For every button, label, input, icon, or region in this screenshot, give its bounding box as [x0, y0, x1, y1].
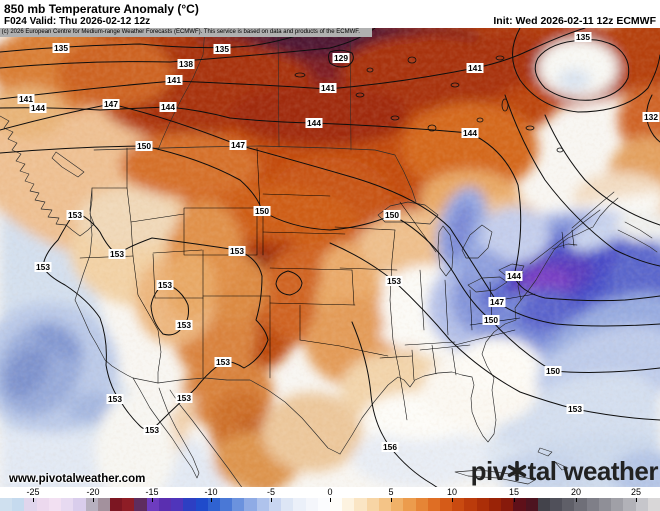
- svg-text:150: 150: [255, 206, 269, 216]
- svg-text:150: 150: [137, 141, 151, 151]
- svg-text:141: 141: [19, 94, 33, 104]
- svg-text:153: 153: [177, 320, 191, 330]
- svg-text:153: 153: [145, 425, 159, 435]
- svg-text:153: 153: [108, 394, 122, 404]
- svg-text:144: 144: [463, 128, 477, 138]
- svg-text:153: 153: [216, 357, 230, 367]
- svg-text:138: 138: [179, 59, 193, 69]
- svg-text:153: 153: [387, 276, 401, 286]
- svg-text:144: 144: [307, 118, 321, 128]
- svg-text:135: 135: [54, 43, 68, 53]
- svg-text:129: 129: [334, 53, 348, 63]
- svg-text:147: 147: [231, 140, 245, 150]
- svg-text:153: 153: [110, 249, 124, 259]
- svg-text:144: 144: [31, 103, 45, 113]
- svg-text:144: 144: [161, 102, 175, 112]
- svg-text:141: 141: [321, 83, 335, 93]
- svg-text:147: 147: [490, 297, 504, 307]
- svg-text:150: 150: [546, 366, 560, 376]
- svg-text:153: 153: [158, 280, 172, 290]
- svg-text:144: 144: [507, 271, 521, 281]
- svg-text:141: 141: [468, 63, 482, 73]
- svg-text:132: 132: [644, 112, 658, 122]
- svg-text:156: 156: [383, 442, 397, 452]
- svg-text:150: 150: [385, 210, 399, 220]
- svg-text:153: 153: [68, 210, 82, 220]
- svg-text:150: 150: [484, 315, 498, 325]
- svg-text:153: 153: [230, 246, 244, 256]
- svg-text:153: 153: [177, 393, 191, 403]
- svg-text:135: 135: [576, 32, 590, 42]
- svg-text:153: 153: [568, 404, 582, 414]
- svg-text:147: 147: [104, 99, 118, 109]
- svg-text:141: 141: [167, 75, 181, 85]
- svg-text:153: 153: [36, 262, 50, 272]
- svg-text:135: 135: [215, 44, 229, 54]
